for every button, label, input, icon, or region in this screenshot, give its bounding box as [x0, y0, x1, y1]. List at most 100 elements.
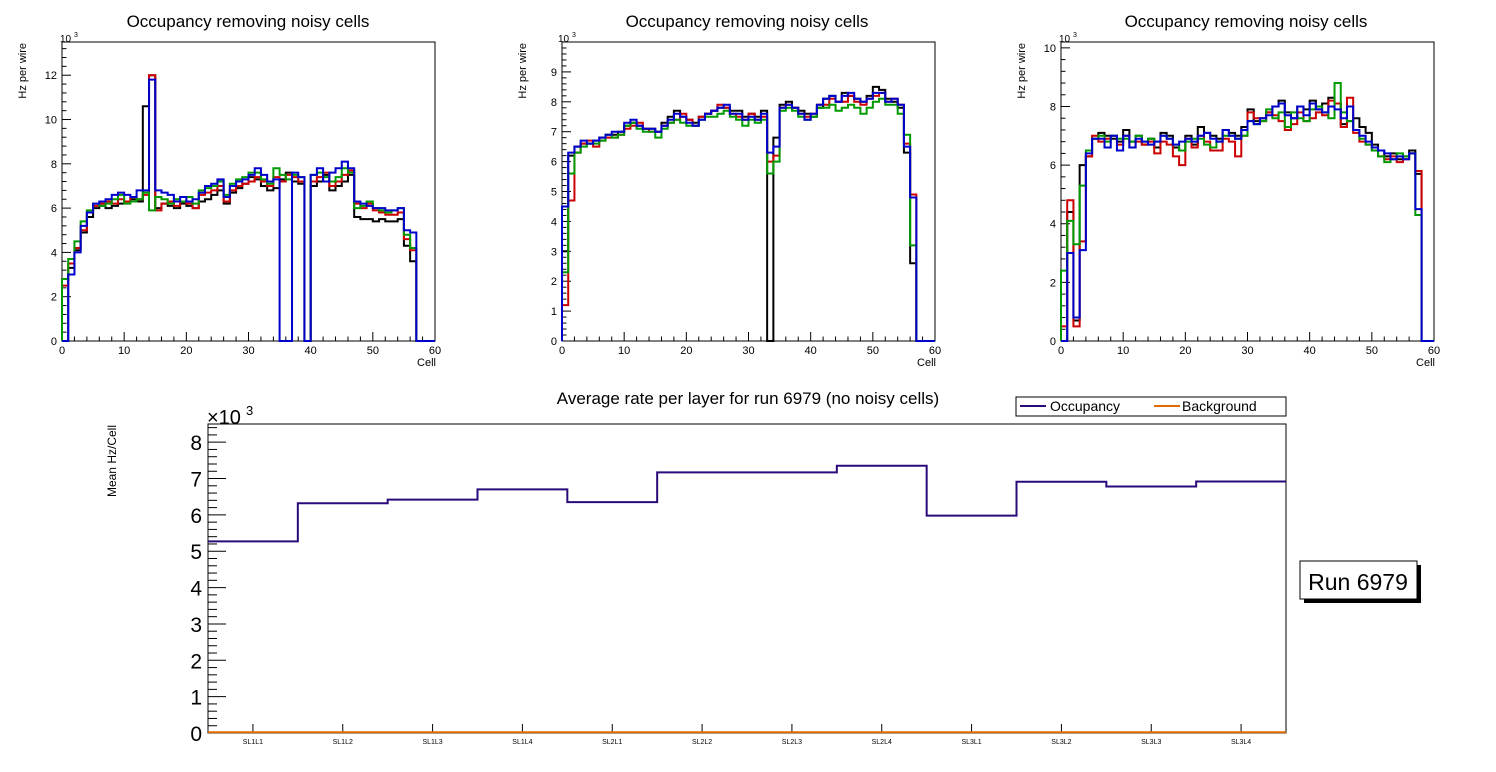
- run-label: Run 6979: [1308, 569, 1408, 595]
- summary-multiplier-exp: 3: [246, 403, 253, 418]
- y-tick-label: 10: [45, 115, 57, 127]
- summary-x-tick-label: SL3L1: [961, 739, 981, 746]
- summary-y-tick-label: 7: [190, 469, 202, 492]
- run-label-box: Run 6979: [1299, 560, 1421, 603]
- y-tick-label: 2: [51, 292, 57, 304]
- panel-1-multiplier: 10: [60, 34, 72, 45]
- panel-3-xlabel: Cell: [1416, 357, 1435, 369]
- panel-2-series-blue: [561, 91, 935, 342]
- summary-y-tick-label: 1: [190, 687, 202, 710]
- y-tick-label: 0: [551, 336, 557, 348]
- panel-2-ticks: 0 10 20 30 40 50 60 0 1 2 3 4 5 6 7 8 9: [551, 41, 941, 357]
- panel-2-series-red: [561, 91, 935, 342]
- summary-series: [208, 464, 1286, 734]
- summary-x-tick-label: SL2L2: [692, 739, 712, 746]
- panel-1-multiplier-exp: 3: [74, 32, 78, 39]
- legend-background-label: Background: [1182, 398, 1257, 414]
- summary-chart: Average rate per layer for run 6979 (no …: [105, 389, 1287, 746]
- x-tick-label: 20: [1179, 345, 1191, 357]
- panel-2-ylabel: Hz per wire: [517, 43, 529, 99]
- panel-2-series-green: [561, 97, 935, 342]
- summary-x-tick-label: SL2L3: [782, 739, 802, 746]
- panel-2-title: Occupancy removing noisy cells: [626, 12, 869, 31]
- panel-3-ylabel: Hz per wire: [1016, 43, 1028, 99]
- summary-x-tick-label: SL3L3: [1141, 739, 1161, 746]
- summary-y-tick-label: 8: [190, 432, 202, 455]
- x-tick-label: 30: [742, 345, 754, 357]
- x-tick-label: 40: [305, 345, 317, 357]
- panel-1-xlabel: Cell: [417, 357, 436, 369]
- y-tick-label: 8: [1050, 101, 1056, 113]
- panel-1-series-red: [61, 74, 435, 342]
- panel-2-multiplier-exp: 3: [572, 32, 576, 39]
- panel-3: Occupancy removing noisy cells 0 10 20 30 40…: [1016, 12, 1440, 369]
- x-tick-label: 10: [118, 345, 130, 357]
- panel-3-title: Occupancy removing noisy cells: [1125, 12, 1368, 31]
- summary-x-tick-label: SL1L1: [243, 739, 263, 746]
- y-tick-label: 2: [1050, 277, 1056, 289]
- x-tick-label: 0: [59, 345, 65, 357]
- summary-title: Average rate per layer for run 6979 (no …: [557, 389, 939, 408]
- y-tick-label: 2: [551, 276, 557, 288]
- panel-1-series: [61, 74, 435, 342]
- y-tick-label: 10: [1044, 43, 1056, 55]
- summary-y-tick-label: 4: [190, 578, 202, 601]
- panel-1-title: Occupancy removing noisy cells: [127, 12, 370, 31]
- summary-x-tick-label: SL1L3: [422, 739, 442, 746]
- y-tick-label: 8: [51, 159, 57, 171]
- x-tick-label: 60: [429, 345, 441, 357]
- x-tick-label: 10: [618, 345, 630, 357]
- x-tick-label: 0: [559, 345, 565, 357]
- summary-x-tick-label: SL3L4: [1231, 739, 1251, 746]
- summary-y-tick-label: 2: [190, 650, 202, 673]
- y-tick-label: 8: [551, 97, 557, 109]
- summary-x-tick-label: SL2L4: [872, 739, 892, 746]
- summary-x-tick-label: SL1L4: [512, 739, 532, 746]
- legend: Occupancy Background: [1015, 396, 1287, 417]
- panel-3-ticks: 0 10 20 30 40 50 60 0 2 4 6 8 10: [1044, 43, 1440, 357]
- y-tick-label: 4: [551, 216, 557, 228]
- x-tick-label: 20: [680, 345, 692, 357]
- summary-y-tick-label: 3: [190, 614, 202, 637]
- y-tick-label: 6: [1050, 160, 1056, 172]
- summary-ylabel: Mean Hz/Cell: [105, 425, 119, 497]
- panel-1-frame: [61, 41, 436, 342]
- summary-frame: [207, 423, 1287, 734]
- x-tick-label: 50: [1366, 345, 1378, 357]
- y-tick-label: 6: [51, 203, 57, 215]
- panel-1: Occupancy removing noisy cells 0 10 20 30 40…: [17, 12, 441, 369]
- summary-y-tick-label: 0: [190, 723, 202, 746]
- y-tick-label: 3: [551, 246, 557, 258]
- y-tick-label: 1: [551, 306, 557, 318]
- panel-1-ylabel: Hz per wire: [17, 43, 29, 99]
- summary-x-tick-label: SL1L2: [333, 739, 353, 746]
- y-tick-label: 9: [551, 67, 557, 79]
- x-tick-label: 40: [1304, 345, 1316, 357]
- panel-2-xlabel: Cell: [917, 357, 936, 369]
- y-tick-label: 4: [51, 247, 57, 259]
- x-tick-label: 30: [1241, 345, 1253, 357]
- x-tick-label: 0: [1058, 345, 1064, 357]
- x-tick-label: 20: [180, 345, 192, 357]
- x-tick-label: 60: [1428, 345, 1440, 357]
- x-tick-label: 50: [367, 345, 379, 357]
- summary-y-tick-label: 6: [190, 505, 202, 528]
- summary-ticks: 0 1 2 3 4 5 6 7 8 SL1L1 SL1L2 SL1L3 SL1L4 SL2L1 SL2L2 S…: [190, 427, 1251, 746]
- run-label-frame: [1299, 560, 1418, 600]
- panel-1-ticks: 0 10 20 30 40 50 60 0 2 4 6 8 10 12: [45, 48, 441, 357]
- x-tick-label: 50: [867, 345, 879, 357]
- panel-3-series: [1060, 82, 1434, 342]
- panel-1-series-blue: [62, 78, 435, 342]
- summary-y-tick-label: 5: [190, 541, 202, 564]
- legend-occupancy-label: Occupancy: [1050, 398, 1120, 414]
- y-tick-label: 5: [551, 187, 557, 199]
- panel-2: Occupancy removing noisy cells 0 10 20 30 40…: [517, 12, 941, 369]
- y-tick-label: 0: [1050, 336, 1056, 348]
- legend-box: [1015, 396, 1287, 417]
- y-tick-label: 12: [45, 70, 57, 82]
- x-tick-label: 30: [242, 345, 254, 357]
- y-tick-label: 7: [551, 127, 557, 139]
- x-tick-label: 10: [1117, 345, 1129, 357]
- y-tick-label: 4: [1050, 219, 1056, 231]
